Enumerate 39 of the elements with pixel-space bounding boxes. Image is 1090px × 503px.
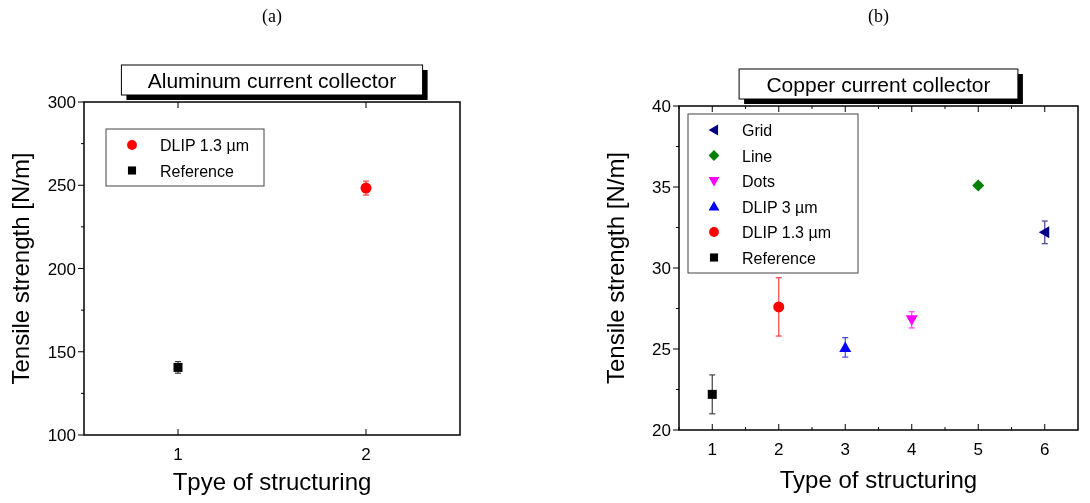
text: (b) [868, 6, 889, 27]
y-tick-label: 35 [652, 178, 671, 197]
point [773, 301, 785, 313]
text: (a) [262, 6, 282, 27]
y-tick-label: 250 [47, 176, 76, 196]
y-tick-label: 150 [47, 342, 76, 362]
y-axis-title: Tensile strength [N/m] [602, 151, 629, 385]
y-tick-label: 20 [652, 421, 671, 440]
chart-title: Copper current collector [766, 73, 991, 96]
legend-label: Reference [742, 249, 816, 267]
y-tick-label: 300 [47, 93, 76, 112]
legend-label: DLIP 3 µm [742, 198, 818, 216]
point [839, 341, 852, 352]
x-tick-label: 6 [1040, 440, 1050, 459]
y-axis-title: Tensile strength [N/m] [7, 152, 34, 385]
x-axis-title: Tpye of structuring [172, 468, 372, 495]
y-tick-label: 40 [652, 97, 671, 116]
chart-title: Aluminum current collector [147, 69, 397, 92]
legend-label: Line [742, 147, 773, 165]
legend-label: DLIP 1.3 µm [160, 137, 249, 154]
x-tick-label: 1 [707, 440, 717, 459]
x-tick-label: 5 [973, 440, 983, 459]
y-tick-label: 100 [47, 426, 76, 445]
y-tick-label: 30 [652, 259, 671, 278]
legend-label: Dots [742, 173, 775, 190]
point [1038, 226, 1050, 239]
point [905, 315, 918, 326]
x-axis-title: Type of structuring [779, 466, 978, 493]
x-tick-label: 3 [840, 440, 850, 459]
x-tick-label: 2 [361, 445, 371, 464]
point [707, 389, 717, 399]
y-tick-label: 25 [652, 340, 671, 359]
x-tick-label: 1 [173, 445, 183, 464]
legend-label: Grid [742, 122, 773, 139]
legend-label: DLIP 1.3 µm [742, 224, 831, 241]
legend-label: Reference [160, 162, 234, 180]
x-tick-label: 4 [907, 440, 917, 459]
x-tick-label: 2 [774, 440, 784, 459]
y-tick-label: 200 [47, 259, 76, 279]
